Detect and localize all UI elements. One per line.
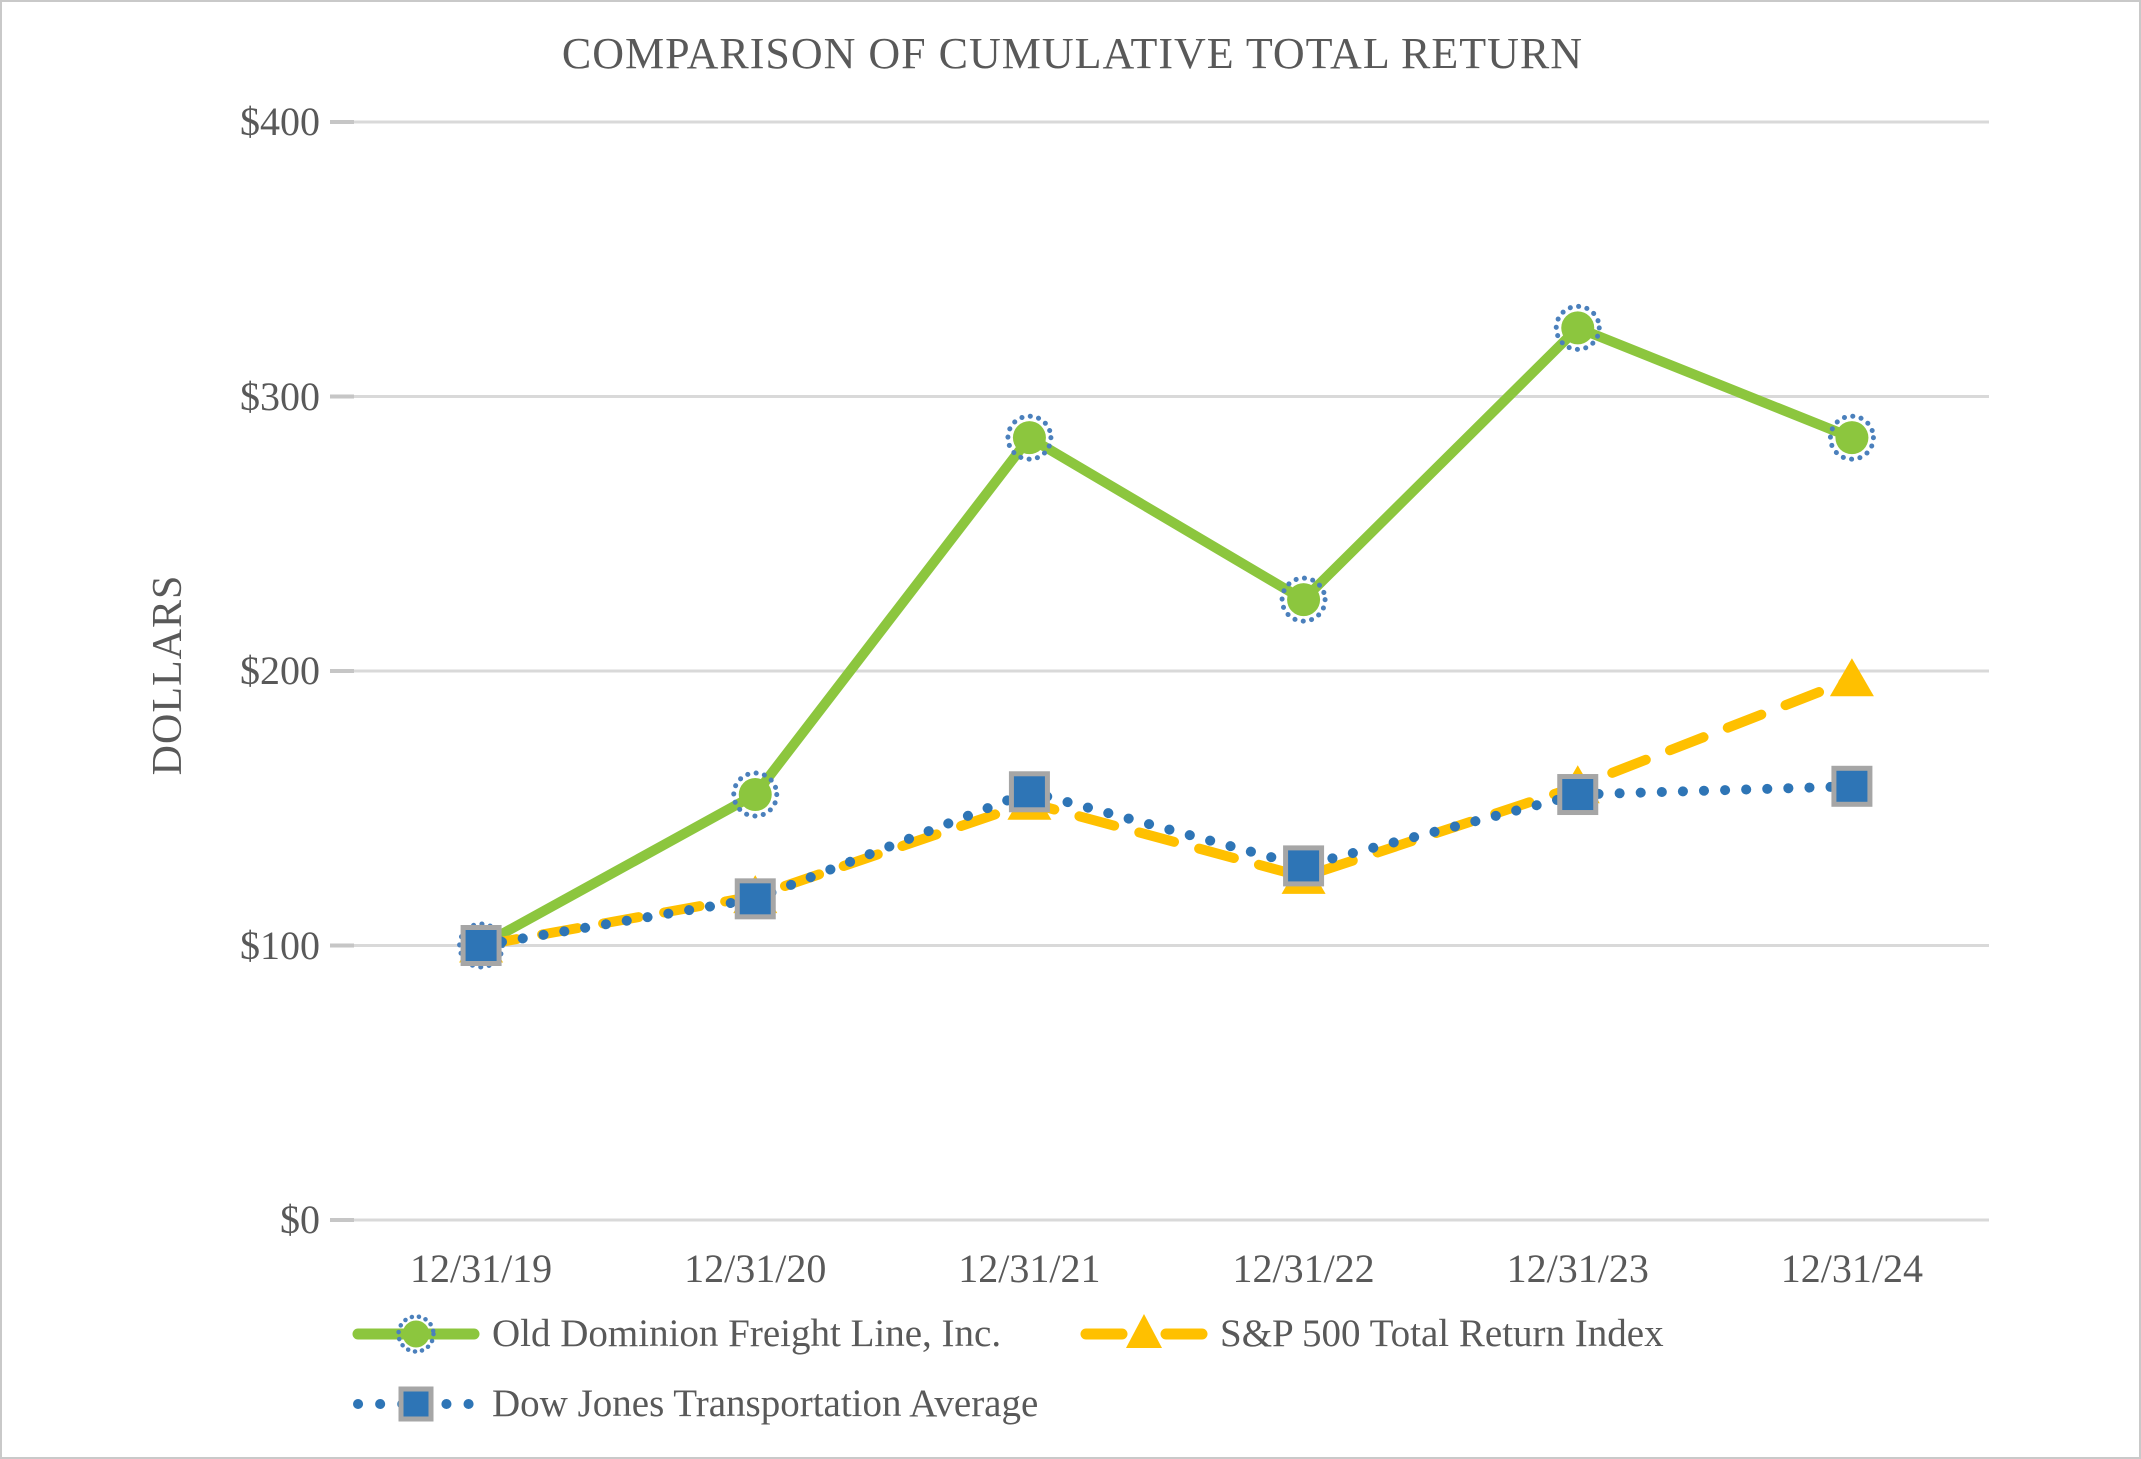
- y-tick-label: $200: [240, 648, 320, 693]
- odfl-marker-dotted-ring: [1827, 413, 1876, 462]
- djt-square-marker: [1557, 774, 1599, 816]
- odfl-circle-marker: [1012, 421, 1046, 455]
- legend-item: Dow Jones Transportation Average: [352, 1380, 1038, 1428]
- legend-key-circle: [352, 1314, 480, 1354]
- djt-square-marker: [1283, 845, 1325, 887]
- chart-title: COMPARISON OF CUMULATIVE TOTAL RETURN: [561, 29, 1584, 78]
- odfl-marker-dotted-ring: [731, 770, 780, 819]
- series-line: [476, 322, 1857, 951]
- odfl-circle-marker: [738, 778, 772, 812]
- djt-square-marker: [734, 878, 776, 920]
- odfl-circle-marker: [1835, 421, 1869, 455]
- x-tick-label: 12/31/21: [958, 1246, 1101, 1291]
- y-tick-label: $300: [240, 373, 320, 419]
- legend-key-square: [353, 1386, 479, 1422]
- x-tick-label: 12/31/19: [409, 1246, 553, 1291]
- x-tick-label: 12/31/22: [1232, 1246, 1375, 1291]
- odfl-marker-dotted-ring: [1279, 575, 1328, 624]
- djt-square-marker: [1008, 771, 1050, 813]
- legend-key-triangle: [1080, 1314, 1208, 1348]
- x-tick-label: 12/31/23: [1506, 1246, 1649, 1291]
- y-tick-label: $0: [280, 1197, 320, 1242]
- odfl-circle-marker: [1561, 311, 1595, 345]
- legend-label: S&P 500 Total Return Index: [1220, 1312, 1664, 1355]
- odfl-marker-dotted-ring: [1005, 413, 1054, 462]
- y-tick-label: $400: [240, 99, 320, 144]
- legend-item: Old Dominion Freight Line, Inc.: [352, 1310, 1001, 1358]
- odfl-circle-marker: [1287, 583, 1321, 617]
- x-tick-label: 12/31/20: [684, 1246, 827, 1291]
- legend-item: S&P 500 Total Return Index: [1080, 1310, 1664, 1358]
- series-line: [476, 781, 1857, 951]
- series-line: [476, 674, 1857, 951]
- legend-label: Dow Jones Transportation Average: [492, 1382, 1039, 1425]
- djt-square-marker: [460, 925, 502, 966]
- djt-square-marker: [1831, 765, 1873, 807]
- odfl-marker-dotted-ring: [1553, 303, 1602, 352]
- legend-label: Old Dominion Freight Line, Inc.: [492, 1312, 1002, 1355]
- x-tick-label: 12/31/24: [1780, 1246, 1924, 1291]
- y-tick-label: $100: [240, 922, 320, 968]
- sp500-triangle-marker: [1829, 658, 1874, 697]
